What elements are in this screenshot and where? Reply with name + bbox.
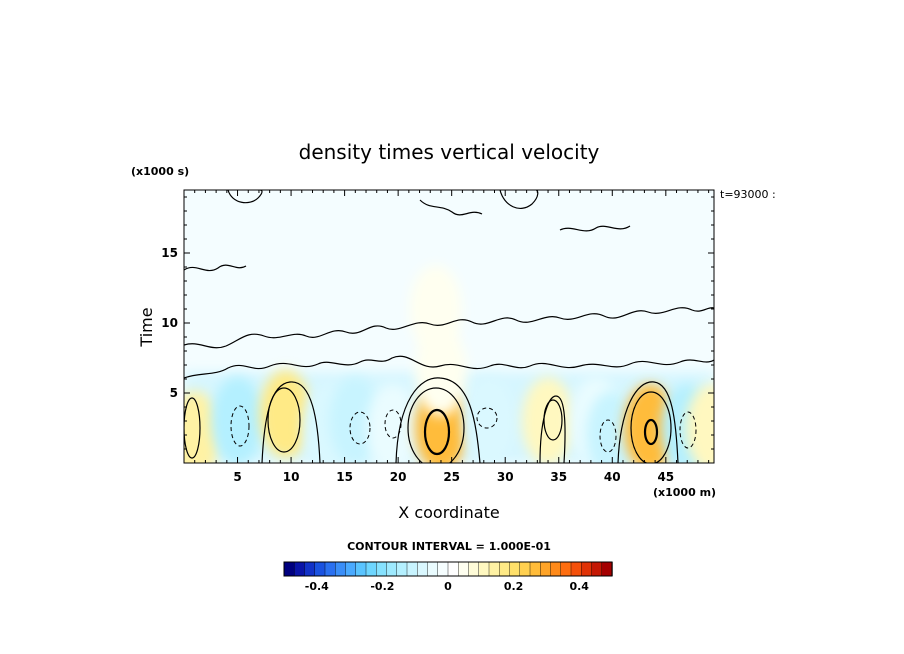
- colorbar-swatch: [529, 561, 541, 577]
- y-axis-label: Time: [137, 307, 156, 347]
- colorbar-swatch: [540, 561, 552, 577]
- colorbar-swatch: [386, 561, 398, 577]
- colorbar-swatch: [519, 561, 531, 577]
- contour-line: [261, 381, 321, 463]
- colorbar-swatch: [294, 561, 306, 577]
- colorbar-swatch: [406, 561, 418, 577]
- colorbar-swatch: [355, 561, 367, 577]
- colorbar-swatch: [427, 561, 439, 577]
- x-tick-label: 10: [283, 470, 300, 484]
- colorbar-swatch: [581, 561, 593, 577]
- colorbar-tick-label: 0: [444, 580, 452, 593]
- contour-line: [395, 377, 481, 463]
- colorbar-swatch: [509, 561, 521, 577]
- contour-interval-label: CONTOUR INTERVAL = 1.000E-01: [347, 540, 551, 553]
- x-tick-label: 5: [233, 470, 241, 484]
- plot-frame: [183, 189, 715, 464]
- x-tick-label: 30: [497, 470, 514, 484]
- contour-ring: [643, 418, 659, 446]
- field-feature: [259, 370, 312, 458]
- field-feature: [522, 377, 575, 463]
- colorbar-tick-label: 0.4: [569, 580, 589, 593]
- y-unit-label: (x1000 s): [131, 165, 189, 178]
- contour-ring-negative: [349, 411, 371, 445]
- colorbar-swatch: [304, 561, 316, 577]
- y-tick-label: 15: [161, 246, 178, 260]
- colorbar-swatch: [570, 561, 582, 577]
- colorbar-swatch: [447, 561, 459, 577]
- x-tick-label: 25: [443, 470, 460, 484]
- contour-ring-negative: [679, 411, 697, 449]
- contour-ring: [630, 391, 672, 463]
- colorbar-tick-label: -0.2: [370, 580, 394, 593]
- x-axis-label: X coordinate: [398, 503, 499, 522]
- colorbar-swatch: [437, 561, 449, 577]
- colorbar-swatch: [458, 561, 470, 577]
- colorbar-swatch: [396, 561, 408, 577]
- colorbar-swatch: [314, 561, 326, 577]
- contour-line: [184, 199, 631, 272]
- contour-line: [184, 355, 714, 379]
- contour-ring-negative: [384, 409, 402, 439]
- contour-ring: [423, 408, 451, 456]
- contour-line: [184, 307, 714, 349]
- field-feature: [211, 377, 264, 463]
- colorbar-swatch: [365, 561, 377, 577]
- contour-line: [617, 381, 679, 463]
- field-feature: [366, 384, 419, 463]
- colorbar-swatch: [335, 561, 347, 577]
- contour-ring: [267, 387, 301, 453]
- y-axis: 5 10 15: [161, 196, 714, 450]
- colorbar-swatch: [601, 561, 613, 577]
- contour-line: [539, 395, 566, 463]
- contour-ring-negative: [230, 405, 250, 447]
- time-label: t=93000 :: [720, 188, 776, 201]
- x-tick-label: 45: [657, 470, 674, 484]
- x-tick-label: 20: [390, 470, 407, 484]
- colorbar-swatch: [488, 561, 500, 577]
- contour-ring-negative: [599, 419, 617, 453]
- colorbar-tick-label: -0.4: [305, 580, 329, 593]
- contour-lines: [184, 190, 714, 463]
- chart-title: density times vertical velocity: [299, 140, 600, 164]
- colorbar-tick-label: 0.2: [504, 580, 524, 593]
- field-feature: [409, 265, 462, 353]
- x-axis: 5 10 15 20 25 30 35 40 45: [194, 190, 710, 484]
- colorbar-swatch: [591, 561, 603, 577]
- colorbar-swatch: [376, 561, 388, 577]
- colorbar-swatch: [499, 561, 511, 577]
- contour-ring: [407, 387, 465, 463]
- contour-ring: [184, 397, 201, 459]
- field-layer: [184, 190, 714, 463]
- x-tick-label: 40: [604, 470, 621, 484]
- colorbar-swatch: [478, 561, 490, 577]
- colorbar-swatch: [417, 561, 429, 577]
- colorbar-ticks: -0.4 -0.2 0 0.2 0.4: [305, 580, 590, 593]
- x-tick-label: 35: [550, 470, 567, 484]
- colorbar-swatch: [324, 561, 336, 577]
- x-tick-label: 15: [336, 470, 353, 484]
- contour-lines-dashed: [230, 405, 697, 453]
- colorbar-swatch: [468, 561, 480, 577]
- y-tick-label: 5: [170, 386, 178, 400]
- colorbar-frame: [283, 561, 613, 577]
- field-feature: [685, 384, 714, 463]
- y-tick-label: 10: [161, 316, 178, 330]
- contour-ring-negative: [476, 407, 498, 429]
- field-features: [184, 265, 714, 463]
- colorbar-swatch: [550, 561, 562, 577]
- field-feature: [463, 377, 516, 463]
- x-unit-label: (x1000 m): [653, 486, 716, 499]
- colorbar-swatch: [560, 561, 572, 577]
- colorbar-swatch: [345, 561, 357, 577]
- colorbar: [283, 561, 613, 577]
- field-feature: [184, 391, 221, 463]
- colorbar-swatch: [283, 561, 295, 577]
- field-feature: [586, 391, 639, 463]
